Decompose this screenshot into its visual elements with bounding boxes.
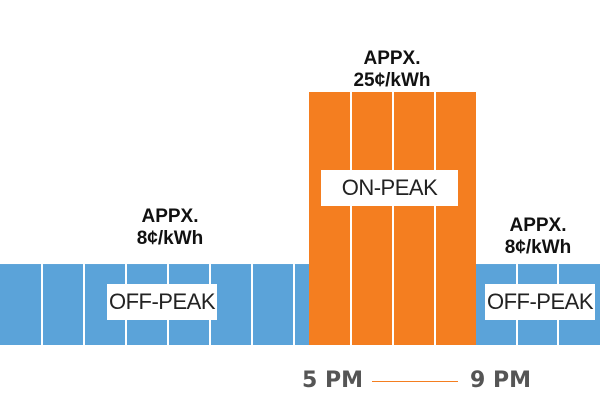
time-range-connector <box>372 381 458 382</box>
price-label-middle: APPX. 25¢/kWh <box>353 48 431 91</box>
band-label-left: OFF-PEAK <box>107 284 217 320</box>
band-label-middle: ON-PEAK <box>321 170 458 206</box>
time-label-end: 9 PM <box>470 368 531 393</box>
price-label-left: APPX. 8¢/kWh <box>136 206 204 249</box>
price-label-right: APPX. 8¢/kWh <box>504 215 572 258</box>
band-label-right: OFF-PEAK <box>485 284 595 320</box>
time-label-start: 5 PM <box>302 368 363 393</box>
